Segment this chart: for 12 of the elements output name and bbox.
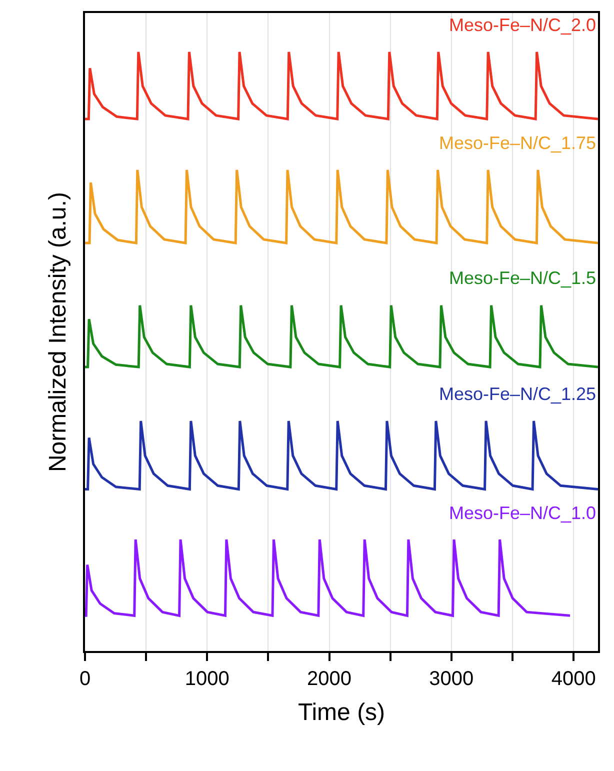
series-label: Meso-Fe–N/C_1.5 bbox=[449, 268, 596, 288]
y-axis-title: Normalized Intensity (a.u.) bbox=[44, 192, 72, 472]
series-label: Meso-Fe–N/C_2.0 bbox=[449, 15, 596, 35]
x-axis-title: Time (s) bbox=[298, 698, 386, 726]
x-tick-label: 2000 bbox=[307, 668, 352, 690]
series-label: Meso-Fe–N/C_1.75 bbox=[439, 133, 596, 153]
x-tick-label: 1000 bbox=[184, 668, 230, 690]
series-label: Meso-Fe–N/C_1.0 bbox=[449, 503, 596, 523]
x-tick-label: 3000 bbox=[429, 668, 474, 690]
x-tick-label: 0 bbox=[79, 668, 91, 690]
series-label: Meso-Fe–N/C_1.25 bbox=[439, 384, 596, 404]
x-tick-label: 4000 bbox=[551, 668, 596, 690]
